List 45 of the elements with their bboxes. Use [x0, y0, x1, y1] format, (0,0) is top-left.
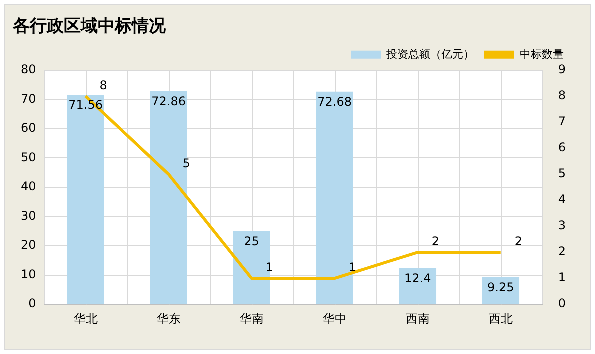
data-label: 5 [182, 156, 190, 171]
bar [316, 92, 354, 304]
x-tick-label: 华南 [240, 312, 264, 326]
x-tick-label: 华北 [74, 312, 98, 326]
y2-tick-label: 3 [558, 218, 566, 233]
bar [399, 268, 437, 304]
data-label: 2 [514, 234, 522, 249]
y2-tick-label: 1 [558, 270, 566, 285]
legend-label: 投资总额（亿元） [386, 48, 474, 61]
x-tick-label: 华东 [156, 312, 181, 326]
y2-tick-label: 7 [558, 114, 566, 129]
bar [482, 278, 520, 304]
y-tick-label: 0 [28, 296, 36, 311]
legend-label: 中标数量 [520, 48, 564, 61]
y2-tick-label: 9 [558, 62, 566, 77]
data-label: 12.4 [404, 271, 432, 286]
y2-tick-label: 2 [558, 244, 566, 259]
bar [67, 95, 104, 304]
y2-tick-label: 5 [558, 166, 566, 181]
y2-tick-label: 0 [558, 296, 566, 311]
y-tick-label: 10 [20, 267, 36, 282]
y-tick-label: 20 [20, 238, 36, 252]
data-label: 72.68 [318, 94, 352, 109]
bar [150, 91, 188, 304]
y-tick-label: 40 [20, 180, 36, 194]
data-label: 25 [244, 234, 260, 249]
y-tick-label: 30 [20, 208, 36, 223]
data-label: 8 [100, 78, 108, 93]
y2-tick-label: 8 [558, 88, 566, 103]
x-tick-label: 西南 [406, 312, 430, 326]
y-tick-label: 50 [20, 150, 36, 164]
y-tick-label: 70 [20, 92, 36, 106]
data-label: 2 [432, 234, 440, 249]
y-tick-label: 80 [20, 62, 36, 77]
data-label: 1 [348, 260, 356, 275]
y2-tick-label: 6 [558, 140, 566, 155]
chart-title: 各行政区域中标情况 [12, 16, 167, 37]
y2-tick-label: 4 [558, 192, 566, 207]
x-tick-label: 西北 [488, 312, 513, 326]
data-label: 9.25 [488, 280, 514, 295]
data-label: 1 [266, 260, 274, 275]
data-label: 72.86 [152, 94, 186, 108]
bar [233, 231, 270, 304]
y-tick-label: 60 [20, 121, 36, 136]
x-tick-label: 华中 [322, 312, 347, 326]
